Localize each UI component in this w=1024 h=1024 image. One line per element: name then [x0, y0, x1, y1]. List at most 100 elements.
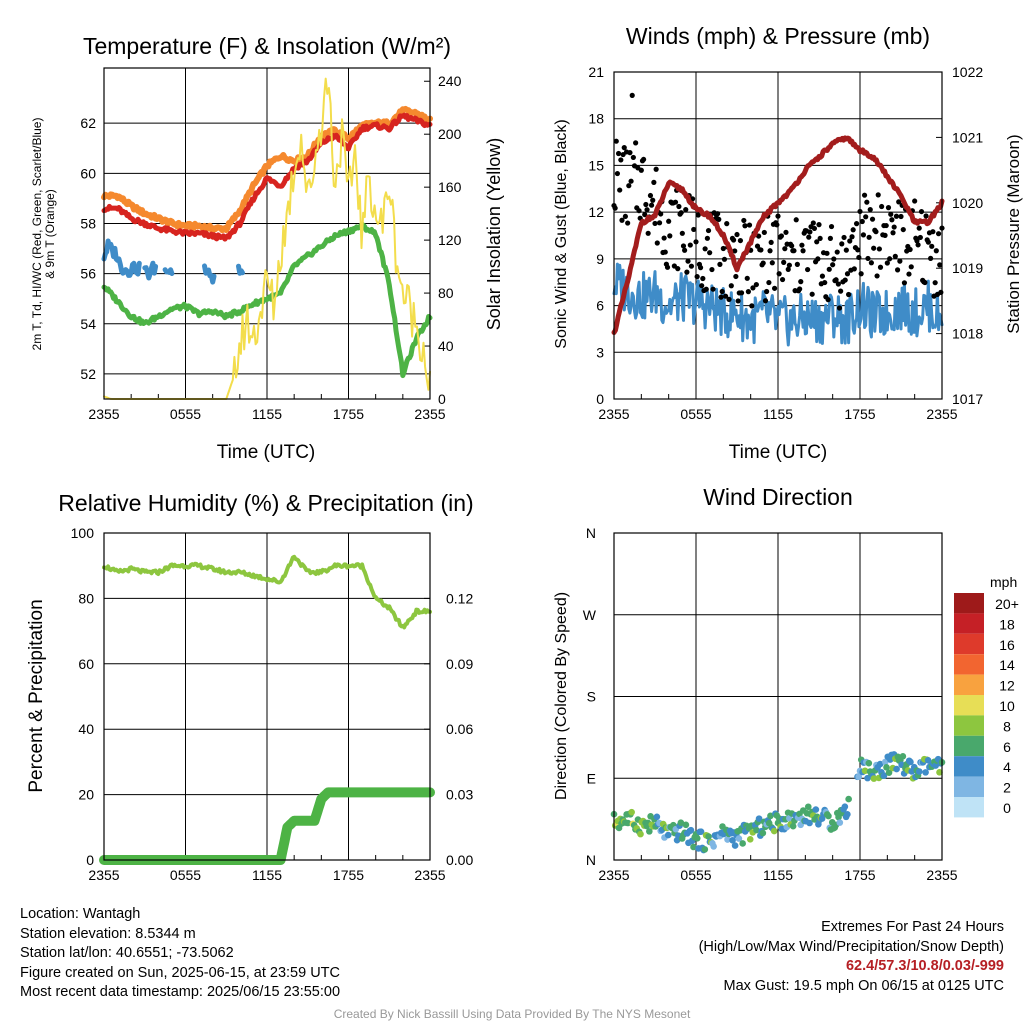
gust-point — [894, 267, 901, 273]
gust-point — [622, 213, 628, 220]
gust-point — [700, 275, 706, 282]
gust-point — [917, 234, 923, 241]
gust-point — [719, 288, 725, 295]
colorbar-label: 12 — [999, 678, 1015, 694]
gust-point — [916, 225, 922, 231]
gust-point — [849, 234, 855, 240]
station-latlon: Station lat/lon: 40.6551; -73.5062 — [20, 945, 234, 961]
direction-point — [893, 765, 900, 773]
colorbar-label: 0 — [1003, 800, 1011, 816]
y-tick-label: 62 — [80, 115, 96, 131]
y-tick-label: 60 — [80, 165, 96, 181]
direction-point — [693, 834, 701, 842]
direction-point — [924, 756, 932, 764]
gust-point — [652, 220, 658, 227]
gust-point — [728, 283, 734, 289]
gust-point — [767, 248, 773, 254]
gust-point — [738, 290, 745, 296]
wind-y2label: Station Pressure (Maroon) — [1004, 134, 1023, 333]
gust-point — [684, 269, 690, 275]
gust-point — [666, 218, 672, 224]
gust-point — [720, 245, 726, 252]
gust-point — [791, 248, 797, 254]
gust-point — [843, 247, 849, 253]
y2-tick-label: 1020 — [952, 195, 983, 211]
gust-point — [662, 249, 668, 255]
series-line-hi-wc — [142, 260, 159, 281]
gust-point — [672, 199, 679, 205]
extremes-values: 62.4/57.3/10.8/0.03/-999 — [845, 958, 1004, 974]
direction-point — [915, 768, 923, 775]
gust-point — [658, 211, 664, 217]
y-tick-label: 0 — [596, 391, 604, 407]
extremes-subheading: (High/Low/Max Wind/Precipitation/Snow De… — [698, 938, 1004, 955]
direction-point — [855, 773, 863, 781]
gust-point — [633, 140, 639, 146]
gust-point — [683, 207, 689, 213]
direction-point — [724, 836, 731, 843]
gust-point — [928, 255, 934, 261]
gust-point — [877, 264, 884, 270]
gust-point — [617, 187, 623, 193]
gust-point — [661, 235, 667, 241]
gust-point — [897, 258, 903, 264]
direction-point — [682, 821, 690, 829]
y-tick-label: 12 — [588, 204, 604, 220]
credit-line: Created By Nick Bassill Using Data Provi… — [333, 1007, 691, 1021]
gust-point — [844, 271, 851, 277]
direction-point — [841, 803, 849, 811]
gust-point — [724, 221, 730, 227]
rh-ylabel: Percent & Precipitation — [26, 599, 47, 792]
y2-tick-label: 0.06 — [446, 721, 473, 737]
series-line-relative-humidity — [102, 554, 432, 630]
direction-point — [885, 769, 893, 776]
wind-ylabel: Sonic Wind & Gust (Blue, Black) — [553, 119, 570, 348]
gust-point — [709, 266, 715, 273]
colorbar-label: 6 — [1003, 739, 1011, 755]
gust-point — [824, 250, 830, 256]
gust-point — [855, 247, 861, 253]
gust-point — [834, 249, 840, 255]
direction-point — [804, 803, 812, 811]
direction-point — [729, 836, 736, 844]
rh-panel-title: Relative Humidity (%) & Precipitation (i… — [58, 490, 473, 516]
gust-point — [783, 229, 789, 235]
x-tick-label: 1155 — [252, 867, 282, 883]
x-tick-label: 1755 — [333, 406, 364, 422]
gust-point — [850, 227, 856, 233]
y-tick-label: 100 — [71, 525, 95, 541]
direction-point — [759, 829, 767, 837]
direction-point — [864, 774, 871, 782]
gust-point — [835, 281, 841, 287]
x-tick-label: 2355 — [414, 406, 445, 422]
y-tick-label: N — [586, 852, 596, 868]
gust-point — [667, 233, 673, 239]
gust-point — [726, 296, 732, 302]
gust-point — [651, 179, 657, 185]
y-tick-label: 3 — [596, 344, 604, 360]
gust-point — [705, 227, 712, 234]
gust-point — [875, 192, 881, 198]
gust-point — [653, 166, 659, 172]
x-tick-label: 0555 — [170, 867, 201, 883]
temp-y2label: Solar Insolation (Yellow) — [484, 138, 504, 330]
colorbar-swatch — [954, 715, 984, 736]
direction-point — [861, 767, 869, 775]
gust-point — [687, 242, 693, 248]
gust-point — [654, 240, 660, 246]
gust-point — [676, 203, 682, 210]
gust-point — [638, 167, 644, 173]
gust-point — [871, 245, 877, 251]
gust-point — [860, 232, 867, 238]
gust-point — [859, 218, 865, 225]
gust-point — [730, 237, 737, 243]
colorbar-label: 14 — [999, 657, 1015, 673]
gust-point — [814, 239, 820, 245]
x-tick-label: 0555 — [680, 867, 711, 883]
gust-point — [882, 232, 888, 238]
gust-point — [806, 234, 812, 240]
gust-point — [861, 192, 868, 198]
station-info: Location: Wantagh Station elevation: 8.5… — [20, 905, 340, 1003]
station-location: Location: Wantagh — [20, 906, 141, 922]
series-line-hi-wc — [162, 267, 175, 276]
